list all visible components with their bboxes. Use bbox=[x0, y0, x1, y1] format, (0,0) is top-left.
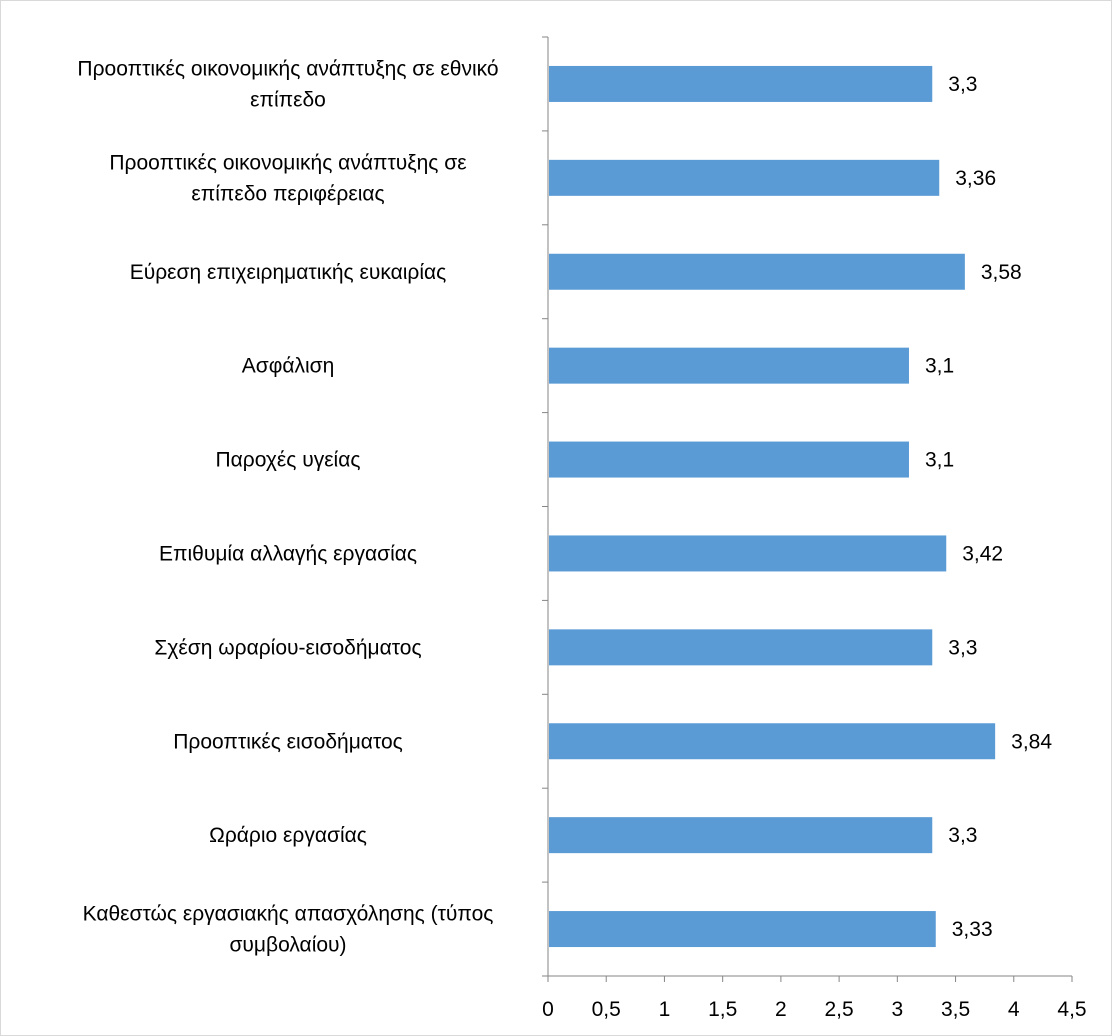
bar bbox=[549, 535, 947, 572]
category-label: Ωράριο εργασίας bbox=[209, 824, 367, 847]
category-label: Προοπτικές οικονομικής ανάπτυξης σε εθνι… bbox=[77, 57, 498, 80]
axis-layer bbox=[542, 36, 1073, 982]
data-label: 3,1 bbox=[925, 449, 954, 472]
bar bbox=[549, 65, 933, 102]
labels-layer: 0 0,5 1 1,5 2 2,5 3 3,5 4 4,5 3,3 Προοπτικές οικονο… bbox=[77, 57, 1086, 1021]
bar bbox=[549, 253, 965, 290]
x-tick-label: 3 bbox=[891, 998, 903, 1021]
bar bbox=[549, 911, 936, 948]
x-tick-label: 0,5 bbox=[592, 998, 621, 1021]
category-label: Σχέση ωραρίου-εισοδήματος bbox=[154, 636, 421, 659]
data-label: 3,33 bbox=[952, 918, 993, 941]
bar bbox=[549, 159, 940, 196]
bar bbox=[549, 441, 909, 478]
bar bbox=[549, 347, 909, 384]
bars-layer bbox=[549, 65, 996, 948]
x-tick-label: 0 bbox=[542, 998, 554, 1021]
data-label: 3,3 bbox=[948, 73, 977, 96]
data-label: 3,36 bbox=[955, 167, 996, 190]
category-label: επίπεδο bbox=[250, 88, 326, 111]
category-label: Καθεστώς εργασιακής απασχόλησης (τύπος bbox=[83, 903, 494, 926]
bar bbox=[549, 723, 996, 760]
x-tick-label: 3,5 bbox=[941, 998, 970, 1021]
category-label: Εύρεση επιχειρηματικής ευκαιρίας bbox=[130, 261, 447, 284]
x-tick-label: 1,5 bbox=[708, 998, 737, 1021]
category-label: Επιθυμία αλλαγής εργασίας bbox=[159, 542, 417, 565]
category-label: Προοπτικές οικονομικής ανάπτυξης σε bbox=[109, 151, 466, 174]
x-tick-label: 1 bbox=[659, 998, 671, 1021]
x-tick-label: 2,5 bbox=[825, 998, 854, 1021]
category-label: Προοπτικές εισοδήματος bbox=[173, 730, 403, 753]
data-label: 3,3 bbox=[948, 824, 977, 847]
x-tick-label: 2 bbox=[775, 998, 787, 1021]
data-label: 3,42 bbox=[962, 542, 1003, 565]
data-label: 3,3 bbox=[948, 636, 977, 659]
category-label: Ασφάλιση bbox=[242, 355, 335, 378]
category-label: επίπεδο περιφέρειας bbox=[191, 182, 384, 205]
data-label: 3,1 bbox=[925, 355, 954, 378]
category-label: συμβολαίου) bbox=[229, 934, 346, 957]
x-tick-label: 4 bbox=[1008, 998, 1020, 1021]
x-tick-label: 4,5 bbox=[1057, 998, 1086, 1021]
bar bbox=[549, 629, 933, 666]
data-label: 3,84 bbox=[1011, 730, 1052, 753]
bar bbox=[549, 817, 933, 854]
data-label: 3,58 bbox=[981, 261, 1022, 284]
category-label: Παροχές υγείας bbox=[216, 449, 361, 472]
